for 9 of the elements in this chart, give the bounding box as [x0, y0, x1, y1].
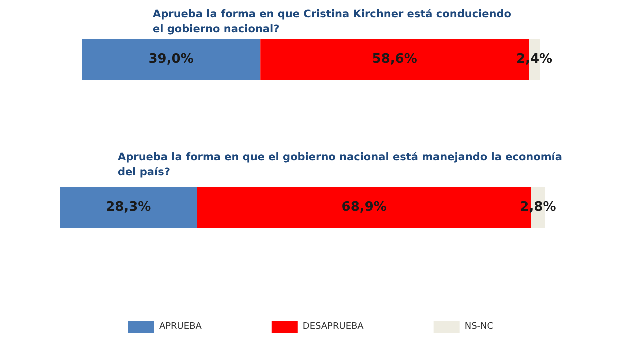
data-label: 39,0%	[148, 52, 194, 67]
data-label: 68,9%	[342, 200, 387, 215]
data-label: 58,6%	[372, 52, 418, 67]
chart-title: Aprueba la forma en que Cristina Kirchner está conduciendo el gobierno nacional?	[153, 8, 516, 36]
legend-label: NS-NC	[464, 322, 494, 332]
legend-label: APRUEBA	[159, 322, 203, 332]
legend-label: DESAPRUEBA	[302, 322, 365, 332]
chart-title: Aprueba la forma en que el gobierno nacional está manejando la economía del país?	[118, 152, 566, 178]
data-label: 28,3%	[106, 200, 152, 215]
